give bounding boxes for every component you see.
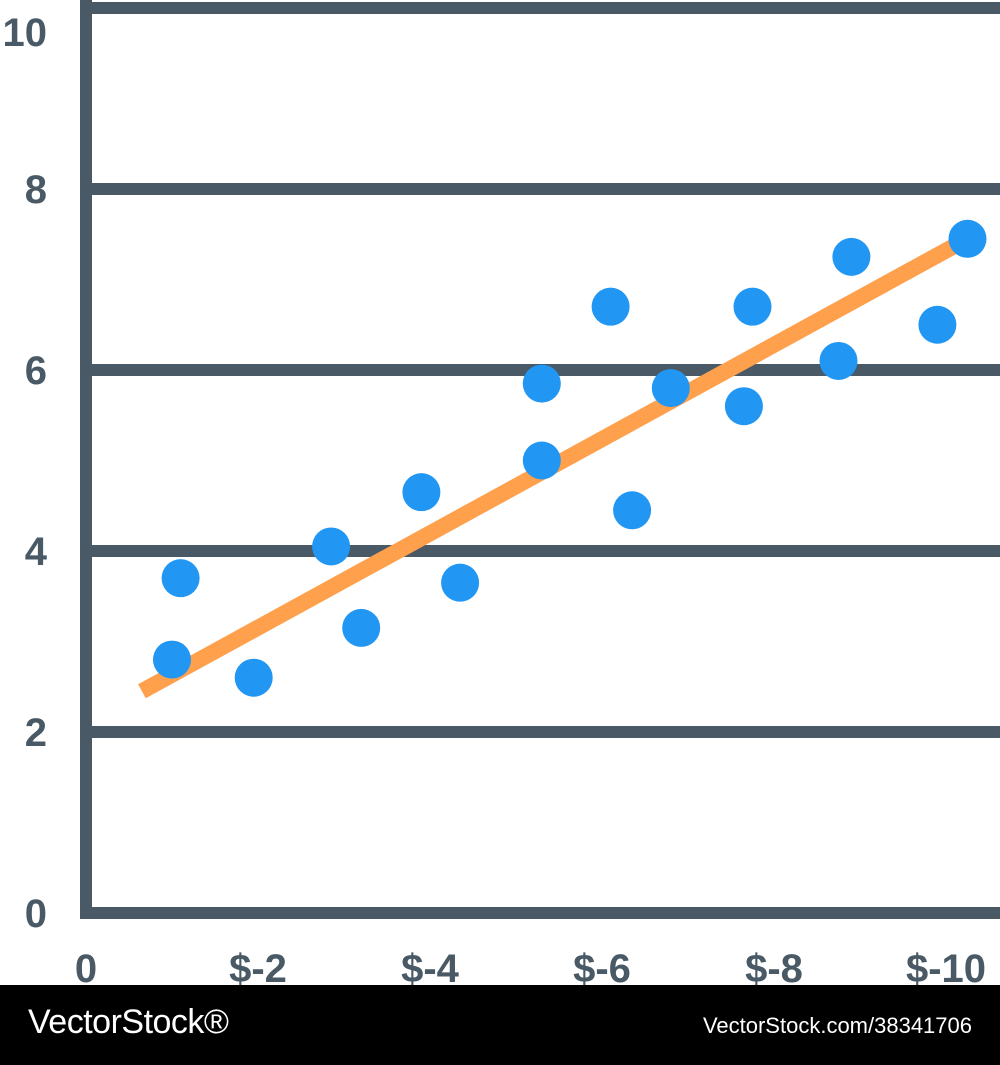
data-point <box>441 563 480 602</box>
data-point <box>733 287 772 326</box>
data-point <box>819 341 858 380</box>
axes <box>80 0 1000 919</box>
data-point <box>234 658 273 697</box>
data-point <box>724 387 763 426</box>
data-point <box>613 491 652 530</box>
y-tick-label: 2 <box>25 711 47 755</box>
x-tick-label: 0 <box>75 947 97 985</box>
data-point <box>591 287 630 326</box>
brand-logo: VectorStock® <box>28 1003 229 1041</box>
y-tick-label: 0 <box>25 892 47 936</box>
y-tick-label: 10 <box>3 11 48 55</box>
scatter-chart: 0 2 4 6 8 10 0 $-2 $-4 $-6 $-8 $-10 <box>3 0 1000 985</box>
data-point <box>918 305 957 344</box>
data-point <box>153 640 191 679</box>
data-point <box>522 364 561 403</box>
x-tick-label: $-2 <box>229 947 287 985</box>
data-point <box>948 219 987 258</box>
data-point <box>342 608 381 647</box>
y-tick-label: 4 <box>25 530 48 574</box>
data-points <box>153 219 987 697</box>
x-tick-labels: 0 $-2 $-4 $-6 $-8 $-10 <box>75 947 986 985</box>
data-point <box>402 473 441 512</box>
data-point <box>651 369 690 408</box>
y-tick-label: 6 <box>25 349 47 393</box>
data-point <box>832 237 871 276</box>
y-tick-label: 8 <box>25 168 47 212</box>
data-point <box>522 441 561 480</box>
y-tick-labels: 0 2 4 6 8 10 <box>3 11 48 936</box>
data-point <box>161 559 200 598</box>
stock-reference: VectorStock.com/38341706 <box>702 1013 972 1038</box>
footer-bar: VectorStock® VectorStock.com/38341706 <box>0 985 1000 1065</box>
x-tick-label: $-8 <box>745 947 803 985</box>
x-tick-label: $-10 <box>906 947 986 985</box>
x-tick-label: $-4 <box>401 947 460 985</box>
x-tick-label: $-6 <box>573 947 631 985</box>
data-point <box>312 527 351 566</box>
